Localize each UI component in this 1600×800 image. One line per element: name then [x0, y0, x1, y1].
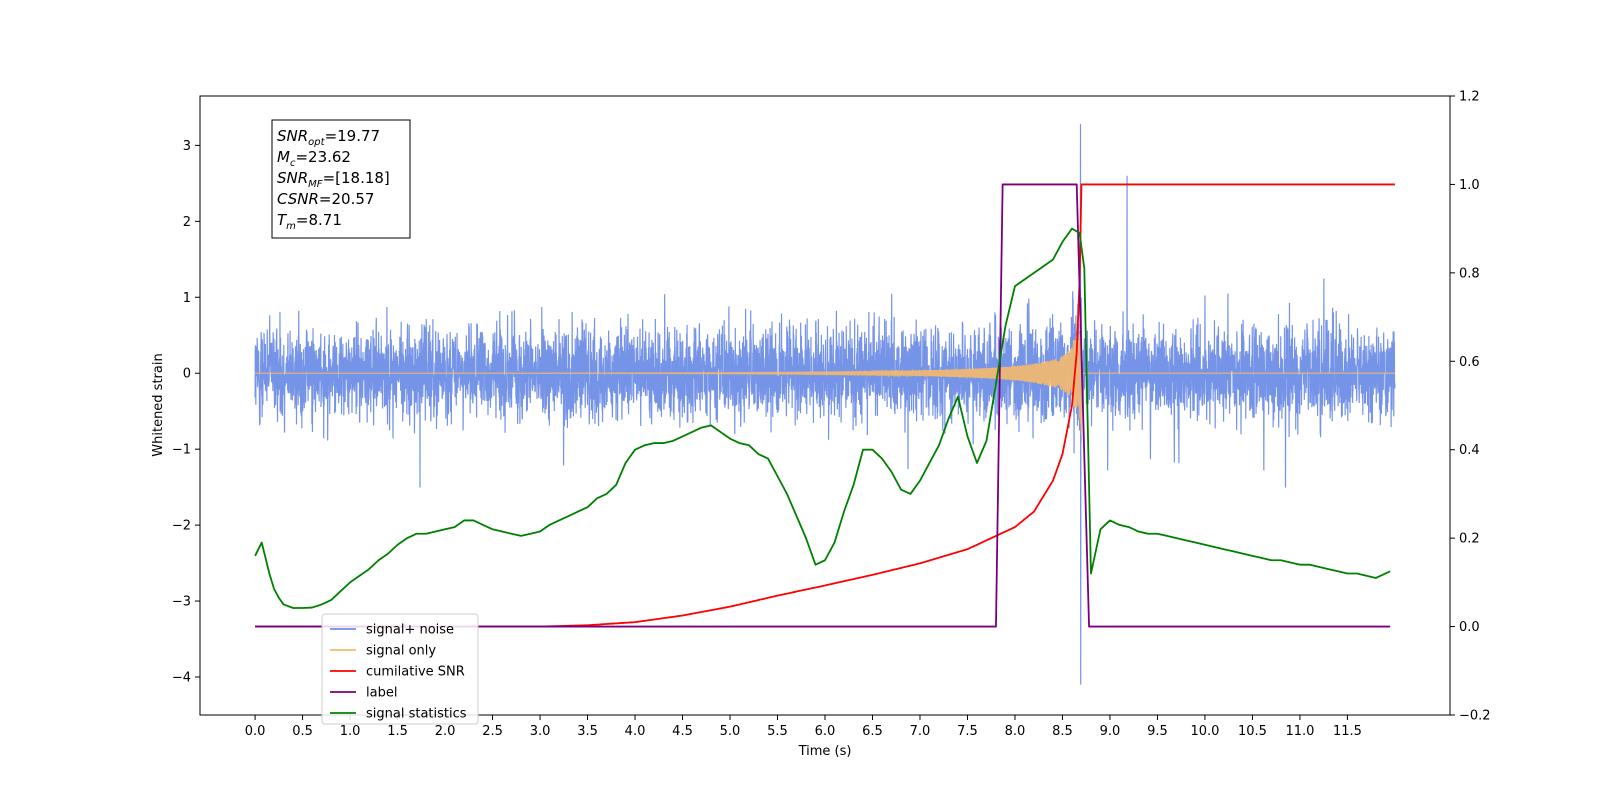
- x-tick-label: 3.0: [530, 724, 551, 739]
- stats-value: =8.71: [296, 211, 342, 229]
- legend-label: signal statistics: [366, 707, 467, 722]
- stats-subscript: c: [290, 158, 296, 169]
- y-tick-label: −4: [172, 671, 191, 686]
- legend-label: signal only: [366, 644, 436, 659]
- x-tick-label: 5.0: [720, 724, 741, 739]
- x-tick-label: 11.0: [1285, 724, 1314, 739]
- series-line-signal-noise: [254, 124, 1396, 685]
- y-tick-label: −2: [172, 519, 191, 534]
- x-tick-label: 8.0: [1005, 724, 1026, 739]
- y-tick-label: 0: [183, 367, 191, 382]
- stats-value: =23.62: [295, 148, 351, 166]
- stats-value: =[18.18]: [323, 169, 390, 187]
- y-tick-label: −1: [172, 443, 191, 458]
- stats-line: SNRopt=19.77: [277, 127, 380, 148]
- stats-subscript: MF: [308, 179, 323, 190]
- series-line-cumulative-snr: [255, 183, 1395, 628]
- stats-symbol: CSNR: [277, 190, 319, 208]
- x-tick-label: 6.0: [815, 724, 836, 739]
- y-axis-right: 1.2 1.0 0.8 0.6 0.4 0.2 0.0 −0.2: [1450, 90, 1491, 724]
- x-tick-label: 8.5: [1052, 724, 1073, 739]
- y2-tick-label: 0.8: [1459, 266, 1480, 281]
- x-tick-label: 7.5: [957, 724, 978, 739]
- x-tick-label: 11.5: [1333, 724, 1362, 739]
- y2-tick-label: 1.0: [1459, 178, 1480, 193]
- stats-line: CSNR=20.57: [277, 190, 374, 208]
- x-tick-label: 3.5: [577, 724, 598, 739]
- x-tick-label: 2.0: [435, 724, 456, 739]
- stats-symbol: SNR: [277, 169, 308, 187]
- stats-box: SNRopt=19.77Mc=23.62SNRMF=[18.18]CSNR=20…: [271, 119, 411, 239]
- y-tick-label: −3: [172, 595, 191, 610]
- stats-symbol: T: [277, 211, 288, 229]
- x-tick-label: 4.0: [625, 724, 646, 739]
- x-tick-label: 10.5: [1238, 724, 1267, 739]
- legend-label: cumilative SNR: [366, 665, 465, 680]
- y-axis-label: Whitened strain: [151, 353, 166, 456]
- x-tick-label: 6.5: [862, 724, 883, 739]
- x-axis-label: Time (s): [798, 744, 852, 759]
- y2-tick-label: 0.4: [1459, 443, 1480, 458]
- stats-symbol: M: [277, 148, 290, 166]
- x-tick-label: 9.0: [1100, 724, 1121, 739]
- series-line-label: [255, 183, 1391, 628]
- x-tick-label: 10.0: [1190, 724, 1219, 739]
- x-axis: 0.0 0.5 1.0 1.5 2.0 2.5 3.0 3.5 4.0 4.5 5.0 5.5 6.0 6…: [245, 715, 1362, 739]
- x-tick-label: 1.0: [340, 724, 361, 739]
- series-line-signal-statistics: [254, 227, 1391, 609]
- y-tick-label: 2: [183, 215, 191, 230]
- plot-area: [254, 124, 1396, 685]
- series-line-signal-only: [255, 324, 1395, 435]
- x-tick-label: 2.5: [482, 724, 503, 739]
- y2-tick-label: 0.2: [1459, 532, 1480, 547]
- stats-subscript: m: [286, 221, 296, 232]
- y2-tick-label: 0.6: [1459, 355, 1480, 370]
- legend: signal+ noise signal only cumilative SNR la…: [321, 613, 479, 725]
- y2-tick-label: −0.2: [1459, 709, 1491, 724]
- x-tick-label: 0.0: [245, 724, 266, 739]
- x-tick-label: 5.5: [767, 724, 788, 739]
- stats-subscript: opt: [308, 137, 325, 148]
- stats-value: =19.77: [325, 127, 381, 145]
- stats-value: =20.57: [319, 190, 375, 208]
- stats-symbol: SNR: [277, 127, 308, 145]
- x-tick-label: 1.5: [387, 724, 408, 739]
- y-axis-left: 3 2 1 0 −1 −2 −3 −4: [172, 139, 200, 686]
- x-tick-label: 7.0: [910, 724, 931, 739]
- y-tick-label: 1: [183, 291, 191, 306]
- stats-line: Tm=8.71: [277, 211, 342, 232]
- legend-label: label: [366, 686, 397, 701]
- y2-tick-label: 1.2: [1459, 90, 1480, 105]
- stats-line: Mc=23.62: [277, 148, 351, 169]
- x-tick-label: 0.5: [292, 724, 313, 739]
- x-tick-label: 4.5: [672, 724, 693, 739]
- legend-label: signal+ noise: [366, 623, 454, 638]
- y-tick-label: 3: [183, 139, 191, 154]
- y2-tick-label: 0.0: [1459, 620, 1480, 635]
- stats-line: SNRMF=[18.18]: [277, 169, 390, 190]
- x-tick-label: 9.5: [1147, 724, 1168, 739]
